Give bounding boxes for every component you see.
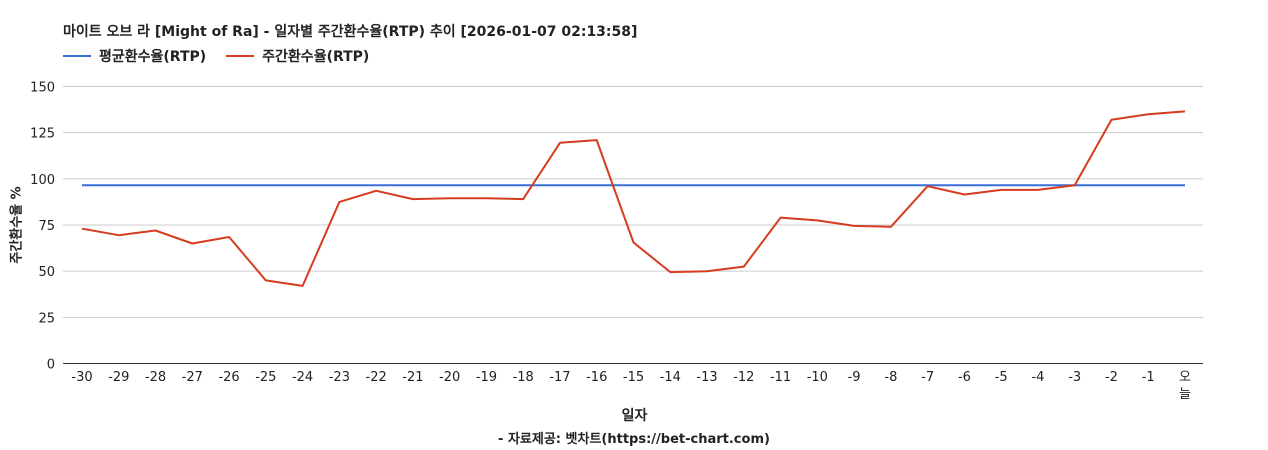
x-tick-label: -10 [807, 370, 828, 385]
y-tick-label: 125 [30, 127, 55, 142]
y-tick-labels: 0 25 50 75 100 125 150 [30, 81, 55, 373]
x-tick-label: -28 [145, 370, 166, 385]
chart-title: 마이트 오브 라 [Might of Ra] - 일자별 주간환수율(RTP) … [63, 24, 638, 40]
x-tick-label: 늘 [1179, 387, 1191, 402]
x-tick-label: -3 [1068, 370, 1081, 385]
x-tick-label: -27 [182, 370, 203, 385]
x-tick-label: -21 [402, 370, 423, 385]
series-line-weekly [81, 110, 1186, 287]
legend: 평균환수율(RTP) 주간환수율(RTP) [63, 46, 389, 66]
x-tick-label: -11 [770, 370, 791, 385]
x-tick-label: -19 [476, 370, 497, 385]
x-tick-label: -15 [623, 370, 644, 385]
x-tick-label: -4 [1031, 370, 1044, 385]
y-axis-label: 주간환수율 % [9, 186, 25, 264]
x-tick-label: -29 [108, 370, 129, 385]
x-tick-label: -5 [995, 370, 1008, 385]
x-tick-label: -20 [439, 370, 460, 385]
legend-swatch-weekly [226, 55, 255, 57]
x-tick-label: -8 [884, 370, 897, 385]
y-tick-label: 150 [30, 81, 55, 96]
x-tick-label: -1 [1142, 370, 1155, 385]
x-tick-label: -2 [1105, 370, 1118, 385]
series-layer [81, 110, 1186, 287]
legend-label-average: 평균환수율(RTP) [99, 49, 207, 65]
x-tick-label: -17 [549, 370, 570, 385]
x-tick-label: -12 [733, 370, 754, 385]
x-tick-label: -18 [513, 370, 534, 385]
grid-layer [63, 86, 1203, 364]
x-tick-label: -22 [366, 370, 387, 385]
x-tick-label: -25 [255, 370, 276, 385]
x-tick-label: -30 [71, 370, 92, 385]
x-tick-label: -23 [329, 370, 350, 385]
y-tick-label: 0 [47, 358, 55, 373]
legend-swatch-average [63, 55, 91, 57]
x-tick-label: -6 [958, 370, 971, 385]
x-tick-label: -24 [292, 370, 313, 385]
x-tick-label: -26 [218, 370, 239, 385]
legend-item-average[interactable]: 평균환수율(RTP) [63, 46, 206, 66]
y-tick-label: 75 [38, 219, 55, 234]
x-tick-labels: -30 -29 -28 -27 -26 -25 -24 -23 -22 -21 -20 -19 -18-… [71, 370, 1191, 402]
x-tick-label: -14 [660, 370, 681, 385]
legend-label-weekly: 주간환수율(RTP) [262, 49, 370, 65]
x-axis-label-wrap: 일자 [0, 405, 1268, 425]
x-tick-label: -9 [848, 370, 861, 385]
x-tick-label: -13 [696, 370, 717, 385]
x-axis-label: 일자 [621, 408, 648, 424]
x-tick-label: -16 [586, 370, 607, 385]
y-tick-label: 25 [38, 311, 55, 326]
x-tick-label: 오 [1179, 370, 1191, 385]
x-tick-label: -7 [921, 370, 934, 385]
source-credit: - 자료제공: 벳차트(https://bet-chart.com) [498, 432, 770, 447]
y-tick-label: 50 [38, 265, 55, 280]
y-tick-label: 100 [30, 173, 55, 188]
legend-item-weekly[interactable]: 주간환수율(RTP) [226, 46, 369, 66]
